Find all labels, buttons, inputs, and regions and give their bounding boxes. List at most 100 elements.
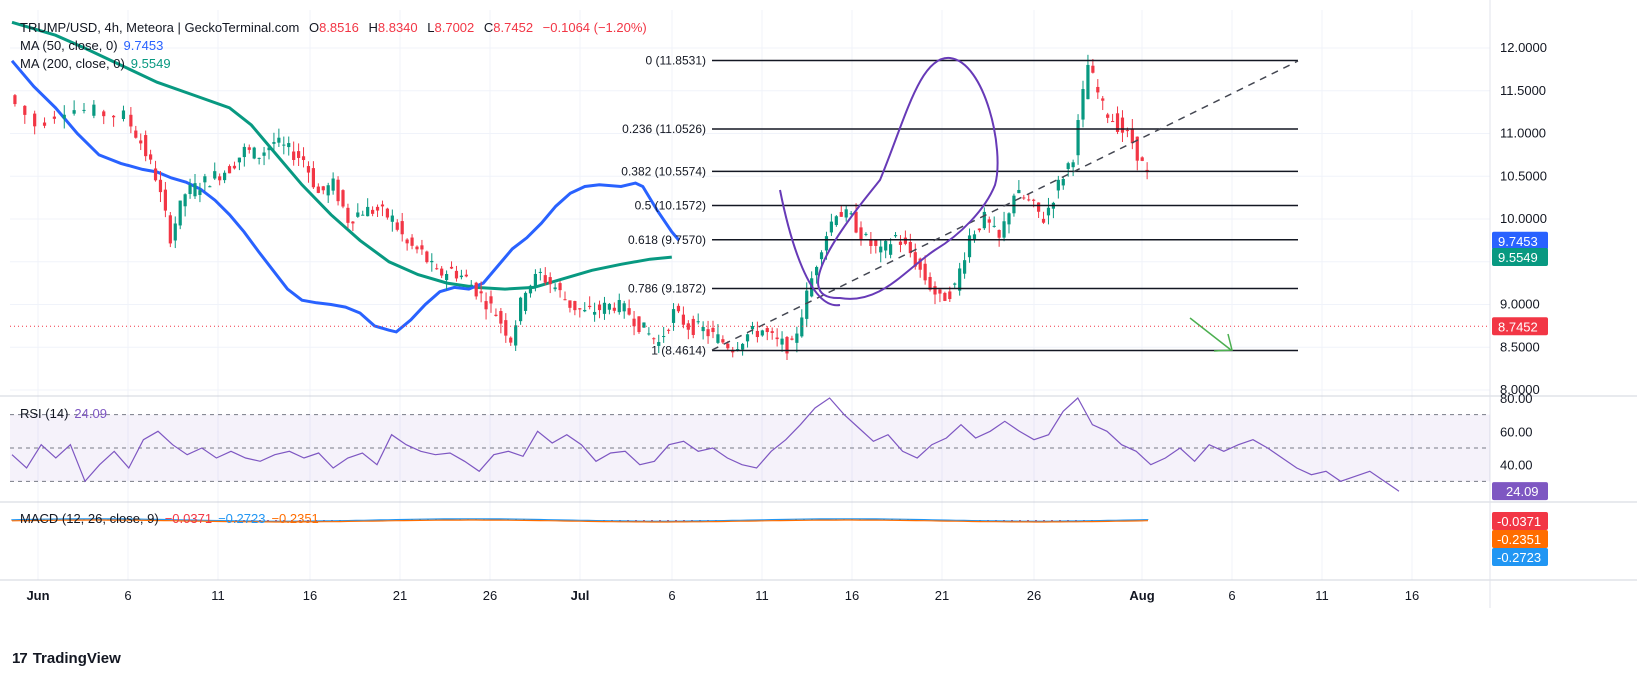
candle-body <box>504 320 508 336</box>
macd-hist-value: −0.0371 <box>164 511 213 526</box>
candle-body <box>617 299 621 313</box>
grid-lines <box>0 0 1637 608</box>
time-tick-label: 6 <box>668 588 675 603</box>
candle-body <box>519 297 523 322</box>
candle-body <box>775 337 779 340</box>
candle-body <box>780 338 784 345</box>
symbol-title[interactable]: TRUMP/USD, 4h, Meteora | GeckoTerminal.c… <box>20 20 300 35</box>
candle-body <box>121 110 126 119</box>
candle-body <box>1096 86 1100 93</box>
candle-body <box>1140 157 1144 161</box>
macd-badge-label: -0.2351 <box>1497 532 1541 547</box>
candle-body <box>435 268 439 270</box>
ma50-legend[interactable]: MA (50, close, 0) 9.7453 <box>20 38 163 53</box>
candle-body <box>420 245 424 250</box>
ma200-label: MA (200, close, 0) <box>20 56 125 71</box>
candle-body <box>523 292 528 311</box>
candle-body <box>755 330 759 338</box>
time-tick-label: 11 <box>755 588 769 603</box>
price-badge-label: 9.7453 <box>1498 234 1538 249</box>
candle-body <box>834 216 838 226</box>
candle-body <box>958 268 962 291</box>
candle-body <box>622 303 626 312</box>
candle-body <box>612 307 616 311</box>
candle-body <box>578 308 582 310</box>
candle-body <box>1041 218 1046 223</box>
ma50-value: 9.7453 <box>123 38 164 53</box>
candle-body <box>711 327 715 333</box>
candle-body <box>198 190 202 195</box>
candle-body <box>691 318 695 335</box>
candle-body <box>272 142 276 144</box>
candle-body <box>879 246 883 253</box>
price-tick-label: 11.0000 <box>1500 126 1546 141</box>
candle-body <box>647 333 651 335</box>
candle-body <box>864 233 868 235</box>
ma200-legend[interactable]: MA (200, close, 0) 9.5549 <box>20 56 171 71</box>
candle-body <box>459 275 463 278</box>
candle-body <box>884 240 888 251</box>
ma50-path <box>10 59 681 334</box>
tradingview-brand[interactable]: 17 TradingView <box>12 650 121 667</box>
candle-body <box>607 303 611 310</box>
ma200-value: 9.5549 <box>130 56 171 71</box>
candle-body <box>385 208 389 218</box>
candle-body <box>642 322 646 328</box>
time-tick-label: 16 <box>303 588 317 603</box>
candle-body <box>657 341 661 346</box>
candle-body <box>494 314 498 316</box>
price-tick-label: 12.0000 <box>1500 40 1547 55</box>
candle-body <box>158 179 163 193</box>
rsi-line <box>11 397 1400 492</box>
drawings[interactable] <box>10 56 1490 352</box>
candle-body <box>750 326 755 330</box>
candle-body <box>267 147 271 151</box>
candle-body <box>454 270 459 279</box>
candle-body <box>13 95 17 105</box>
candle-body <box>82 109 86 111</box>
candle-body <box>548 277 552 285</box>
macd-badge <box>1492 512 1548 530</box>
candle-body <box>686 323 690 330</box>
macd-pane: -0.0371 -0.2351 -0.2723 <box>11 512 1548 566</box>
time-tick-label: 16 <box>1405 588 1419 603</box>
rsi-badge-label: 24.09 <box>1506 484 1539 499</box>
candle-body <box>479 291 483 294</box>
macd-line <box>11 518 1149 522</box>
ohlc-legend: TRUMP/USD, 4h, Meteora | GeckoTerminal.c… <box>20 20 647 35</box>
candle-body <box>237 157 241 163</box>
macd-label: MACD (12, 26, close, 9) <box>20 511 159 526</box>
arrow-head-icon <box>1213 333 1233 352</box>
candle-body <box>390 215 394 222</box>
time-tick-label: Jul <box>571 588 590 603</box>
time-tick-label: 6 <box>124 588 131 603</box>
candle-body <box>1125 130 1129 132</box>
candle-body <box>1115 113 1120 132</box>
rsi-legend[interactable]: RSI (14) 24.09 <box>20 406 107 421</box>
candle-body <box>188 184 192 195</box>
candle-body <box>341 190 345 207</box>
candle-body <box>819 252 824 260</box>
candle-body <box>844 209 848 218</box>
candle-body <box>62 114 66 119</box>
candle-body <box>824 236 829 251</box>
candle-body <box>469 284 473 287</box>
candle-body <box>134 130 138 138</box>
candle-body <box>533 273 537 287</box>
candle-body <box>741 343 745 350</box>
price-badge <box>1492 231 1548 250</box>
low-label: L <box>427 20 435 35</box>
candle-body <box>1002 221 1006 238</box>
low-value: 8.7002 <box>434 20 475 35</box>
candle-body <box>671 309 676 323</box>
fibonacci-retracement[interactable]: 0 (11.8531) 0.236 (11.0526) 0.382 (10.5574… <box>621 54 1298 358</box>
price-tick-label: 8.0000 <box>1500 382 1540 397</box>
macd-legend[interactable]: MACD (12, 26, close, 9) −0.0371 −0.2723 −0.… <box>20 511 319 526</box>
candle-body <box>301 156 306 161</box>
candle-body <box>898 241 903 245</box>
candle-body <box>1056 179 1060 191</box>
candle-body <box>346 207 350 223</box>
candle-body <box>543 275 547 283</box>
candle-body <box>1071 162 1075 168</box>
